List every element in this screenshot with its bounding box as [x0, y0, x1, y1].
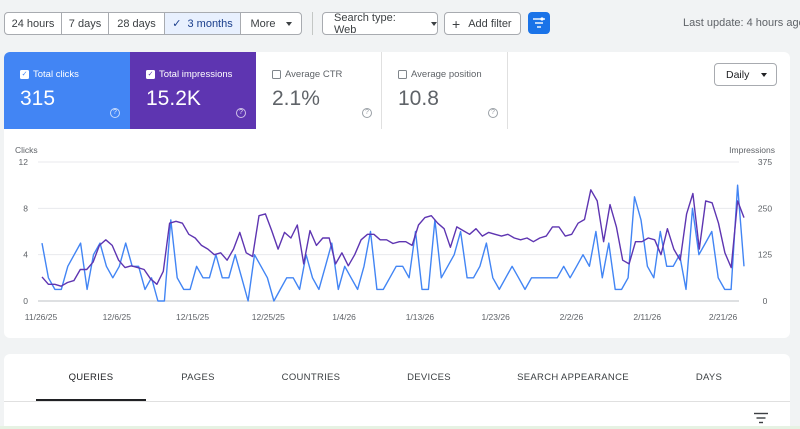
- tab-devices[interactable]: DEVICES: [407, 372, 451, 383]
- granularity-dropdown[interactable]: Daily: [714, 63, 777, 86]
- help-icon[interactable]: ?: [488, 108, 498, 118]
- y-tick-label-left: 0: [23, 296, 28, 306]
- toolbar-divider: [312, 12, 313, 35]
- x-tick-label: 2/11/26: [633, 312, 661, 322]
- metric-label-row: Average CTR: [272, 69, 342, 80]
- metric-value: 10.8: [398, 87, 439, 110]
- tab-search-appearance[interactable]: SEARCH APPEARANCE: [517, 372, 629, 383]
- metric-value: 315: [20, 87, 56, 110]
- metric-total-impressions[interactable]: ✓ Total impressions 15.2K ?: [130, 52, 256, 129]
- checkbox-unchecked-icon: [398, 70, 407, 79]
- plus-icon: +: [452, 15, 461, 32]
- clicks-series-line: [41, 184, 745, 302]
- metric-label: Average position: [411, 69, 482, 80]
- search-type-label: Search type: Web: [334, 11, 396, 36]
- date-range-selector: 24 hours 7 days 28 days ✓ 3 months More: [4, 12, 302, 35]
- x-tick-label: 12/25/25: [252, 312, 285, 322]
- tab-days[interactable]: DAYS: [695, 372, 723, 383]
- help-icon[interactable]: ?: [110, 108, 120, 118]
- metric-label-row: Average position: [398, 69, 482, 80]
- y-tick-label-right: 0: [763, 296, 768, 306]
- more-label: More: [250, 17, 276, 30]
- chevron-down-icon: [431, 21, 437, 26]
- bottom-strip: [0, 426, 800, 429]
- range-28-days-button[interactable]: 28 days: [109, 13, 165, 34]
- x-tick-label: 12/15/25: [176, 312, 209, 322]
- range-24-hours-button[interactable]: 24 hours: [5, 13, 62, 34]
- filter-settings-button[interactable]: [528, 12, 550, 34]
- y-tick-label-right: 125: [758, 250, 772, 260]
- x-tick-label: 2/2/26: [560, 312, 584, 322]
- performance-card: ✓ Total clicks 315 ? ✓ Total impressions…: [4, 52, 790, 338]
- checkbox-checked-icon: ✓: [146, 70, 155, 79]
- search-type-dropdown[interactable]: Search type: Web: [322, 11, 438, 36]
- add-filter-button[interactable]: + Add filter: [444, 12, 521, 35]
- y-tick-label-left: 12: [19, 157, 29, 167]
- metric-value: 15.2K: [146, 87, 201, 110]
- help-icon[interactable]: ?: [362, 108, 372, 118]
- y-tick-label-left: 4: [23, 250, 28, 260]
- metric-average-position[interactable]: Average position 10.8 ?: [382, 52, 508, 129]
- checkbox-checked-icon: ✓: [20, 70, 29, 79]
- impressions-series-line: [41, 189, 745, 287]
- filter-sliders-icon: [533, 17, 545, 28]
- x-tick-label: 2/21/26: [709, 312, 738, 322]
- help-icon[interactable]: ?: [236, 108, 246, 118]
- chevron-down-icon: [285, 21, 292, 26]
- x-tick-label: 11/26/25: [25, 312, 58, 322]
- range-3-months-button[interactable]: ✓ 3 months: [165, 13, 241, 34]
- metric-total-clicks[interactable]: ✓ Total clicks 315 ?: [4, 52, 130, 129]
- range-7-days-button[interactable]: 7 days: [62, 13, 109, 34]
- metric-label: Average CTR: [285, 69, 343, 80]
- tab-countries[interactable]: COUNTRIES: [281, 372, 341, 383]
- x-tick-label: 1/4/26: [332, 312, 356, 322]
- y-axis-label-right: Impressions: [729, 145, 775, 155]
- checkbox-unchecked-icon: [272, 70, 281, 79]
- y-tick-label-left: 8: [23, 203, 28, 213]
- metric-label: Total impressions: [159, 69, 233, 80]
- metric-label-row: ✓ Total impressions: [146, 69, 232, 80]
- x-tick-label: 1/13/26: [406, 312, 435, 322]
- metric-value: 2.1%: [272, 87, 320, 110]
- metric-label-row: ✓ Total clicks: [20, 69, 79, 80]
- check-icon: ✓: [172, 18, 182, 30]
- chevron-down-icon: [761, 72, 768, 77]
- x-tick-label: 1/23/26: [481, 312, 510, 322]
- add-filter-label: Add filter: [468, 17, 512, 30]
- tabs-divider: [4, 401, 790, 402]
- x-tick-label: 12/6/25: [103, 312, 132, 322]
- metric-average-ctr[interactable]: Average CTR 2.1% ?: [256, 52, 382, 129]
- granularity-label: Daily: [726, 68, 750, 81]
- tab-pages[interactable]: PAGES: [181, 372, 215, 383]
- last-update-text: Last update: 4 hours ago: [683, 17, 800, 29]
- metric-label: Total clicks: [33, 69, 79, 80]
- toolbar: 24 hours 7 days 28 days ✓ 3 months More …: [0, 0, 800, 46]
- y-tick-label-right: 250: [758, 203, 772, 213]
- range-3-months-label: 3 months: [187, 17, 233, 30]
- report-tabs-card: QUERIES PAGES COUNTRIES DEVICES SEARCH A…: [4, 354, 790, 429]
- filter-list-icon[interactable]: [753, 412, 769, 424]
- y-axis-label-left: Clicks: [15, 145, 38, 155]
- more-dropdown[interactable]: More: [241, 13, 301, 34]
- y-tick-label-right: 375: [758, 157, 772, 167]
- tab-queries[interactable]: QUERIES: [68, 372, 114, 383]
- active-tab-indicator: [36, 399, 146, 401]
